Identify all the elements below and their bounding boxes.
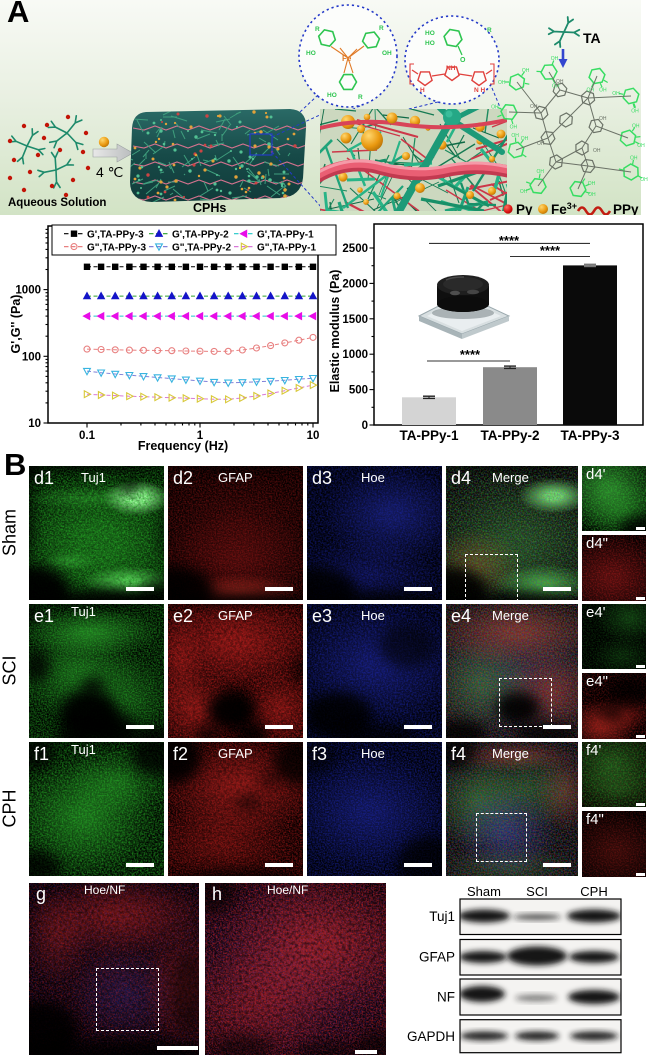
svg-text:OH: OH: [588, 181, 596, 187]
svg-text:2500: 2500: [342, 243, 368, 255]
svg-text:****: ****: [460, 347, 481, 362]
svg-text:10: 10: [28, 418, 41, 430]
svg-text:G',TA-PPy-1: G',TA-PPy-1: [257, 229, 314, 240]
svg-text:PPy: PPy: [613, 202, 639, 215]
svg-text:Elastic modulus (Pa): Elastic modulus (Pa): [328, 270, 342, 393]
svg-text:Fe3+: Fe3+: [551, 201, 577, 215]
svg-text:TA: TA: [583, 30, 601, 46]
svg-text:OH: OH: [511, 133, 519, 139]
svg-text:HO: HO: [306, 50, 316, 57]
svg-text:G",TA-PPy-3: G",TA-PPy-3: [87, 242, 146, 253]
svg-text:G",TA-PPy-1: G",TA-PPy-1: [257, 242, 316, 253]
svg-text:OH: OH: [530, 104, 538, 110]
svg-text:OH: OH: [632, 123, 640, 129]
svg-text:1: 1: [197, 430, 204, 442]
svg-text:OH: OH: [491, 105, 499, 111]
svg-text:0.1: 0.1: [79, 430, 96, 442]
svg-text:OH: OH: [537, 141, 545, 147]
svg-text:G',TA-PPy-2: G',TA-PPy-2: [172, 229, 229, 240]
svg-text:N H: N H: [474, 87, 486, 94]
svg-text:Tuj1: Tuj1: [429, 909, 455, 924]
svg-text:500: 500: [349, 385, 368, 397]
svg-text:HO: HO: [327, 92, 337, 99]
svg-text:H: H: [420, 87, 425, 94]
svg-text:4 ℃: 4 ℃: [96, 164, 123, 180]
svg-text:TA-PPy-1: TA-PPy-1: [399, 428, 459, 443]
svg-text:Py: Py: [516, 202, 533, 215]
svg-text:NH: NH: [446, 65, 456, 72]
svg-text:TA-PPy-3: TA-PPy-3: [560, 428, 620, 443]
svg-text:1000: 1000: [342, 349, 368, 361]
svg-text:GAPDH: GAPDH: [407, 1029, 455, 1044]
svg-text:G',G'' (Pa): G',G'' (Pa): [9, 295, 23, 354]
svg-text:1500: 1500: [342, 314, 368, 326]
svg-text:R: R: [487, 27, 492, 34]
svg-text:2000: 2000: [342, 278, 368, 290]
svg-text:OH: OH: [612, 91, 620, 97]
svg-text:OH: OH: [522, 68, 530, 74]
svg-text:0: 0: [362, 420, 368, 432]
svg-text:100: 100: [22, 351, 41, 363]
svg-text:R: R: [315, 26, 320, 33]
svg-text:O: O: [460, 57, 466, 64]
svg-text:R: R: [358, 94, 363, 101]
svg-text:OH: OH: [556, 79, 564, 85]
svg-text:OH: OH: [640, 177, 648, 183]
svg-text:OH: OH: [599, 88, 607, 94]
svg-text:****: ****: [499, 233, 520, 248]
svg-text:OH: OH: [382, 50, 392, 57]
svg-text:OH: OH: [587, 88, 595, 94]
svg-text:10: 10: [307, 430, 320, 442]
svg-text:Aqueous Solution: Aqueous Solution: [8, 197, 106, 209]
svg-text:HO: HO: [425, 30, 435, 37]
svg-text:OH: OH: [520, 189, 528, 195]
svg-text:1000: 1000: [15, 285, 41, 297]
svg-text:HO: HO: [425, 40, 435, 47]
svg-text:OH: OH: [599, 116, 607, 122]
svg-text:OH: OH: [630, 155, 638, 161]
svg-text:OH: OH: [588, 192, 596, 198]
svg-text:OH: OH: [637, 143, 645, 149]
svg-text:G",TA-PPy-2: G",TA-PPy-2: [172, 242, 231, 253]
svg-text:NF: NF: [437, 990, 455, 1005]
svg-text:TA-PPy-2: TA-PPy-2: [480, 428, 539, 443]
svg-text:CPHs: CPHs: [193, 201, 226, 215]
svg-text:G',TA-PPy-3: G',TA-PPy-3: [87, 229, 144, 240]
svg-text:Fe: Fe: [342, 54, 352, 63]
svg-text:OH: OH: [593, 148, 601, 154]
svg-text:OH: OH: [510, 124, 518, 130]
svg-text:Frequency (Hz): Frequency (Hz): [138, 439, 228, 453]
svg-text:OH: OH: [551, 56, 559, 62]
svg-text:OH: OH: [552, 83, 560, 89]
svg-text:Sham: Sham: [467, 884, 501, 899]
svg-text:OH: OH: [631, 108, 639, 114]
svg-text:OH: OH: [498, 80, 506, 86]
svg-text:CPH: CPH: [580, 884, 607, 899]
svg-text:OH: OH: [537, 169, 545, 175]
svg-text:SCI: SCI: [526, 884, 548, 899]
svg-text:GFAP: GFAP: [419, 950, 455, 965]
svg-text:R: R: [379, 25, 384, 32]
svg-text:OH: OH: [521, 136, 529, 142]
svg-text:****: ****: [540, 243, 561, 258]
